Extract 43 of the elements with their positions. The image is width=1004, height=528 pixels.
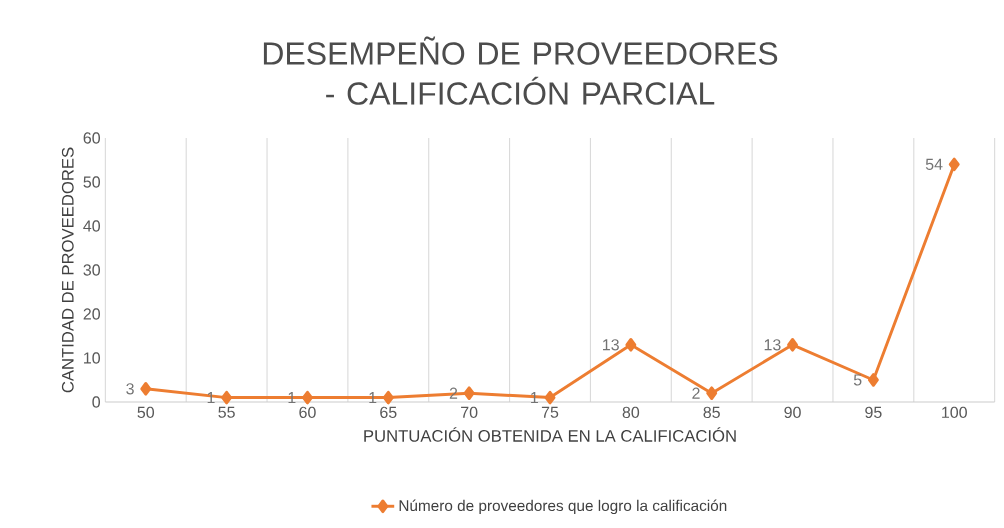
point xyxy=(867,373,879,387)
data-label: 1 xyxy=(369,392,377,404)
point xyxy=(625,337,637,352)
point xyxy=(221,390,233,405)
y-tick-label: 50 xyxy=(83,176,101,188)
data-label: 13 xyxy=(764,339,781,351)
y-axis-title: CANTIDAD DE PROVEEDORES xyxy=(61,147,74,393)
data-label: 1 xyxy=(288,392,296,404)
x-tick-label: 100 xyxy=(942,406,967,419)
y-tick-label: 20 xyxy=(83,308,101,320)
data-label: 13 xyxy=(603,339,619,351)
data-label: 54 xyxy=(925,158,943,170)
y-tick-label: 0 xyxy=(92,396,101,408)
y-tick-label: 10 xyxy=(84,352,101,364)
point xyxy=(301,390,313,405)
chart-title: DESEMPEÑO DE PROVEEDORES - CALIFICACIÓN PARCIAL xyxy=(263,36,778,105)
x-tick-label: 90 xyxy=(784,406,801,419)
x-axis-title: PUNTUACIÓN OBTENIDA EN LA CALIFICACIÓN xyxy=(364,427,736,442)
data-label: 3 xyxy=(126,383,134,395)
data-label: 5 xyxy=(853,374,862,386)
data-label: 2 xyxy=(449,387,458,399)
x-tick-label: 50 xyxy=(137,406,155,419)
x-tick-label: 85 xyxy=(703,406,720,419)
x-tick-label: 95 xyxy=(865,406,882,419)
y-tick-label: 40 xyxy=(83,220,101,232)
x-tick-label: 70 xyxy=(461,406,478,419)
point xyxy=(706,386,718,400)
x-tick-label: 55 xyxy=(218,406,235,418)
y-tick-label: 60 xyxy=(83,132,101,144)
data-label: 1 xyxy=(531,392,538,404)
point xyxy=(787,337,799,352)
point xyxy=(140,381,152,396)
x-tick-label: 75 xyxy=(541,406,559,418)
x-tick-label: 60 xyxy=(299,406,316,419)
x-tick-label: 80 xyxy=(622,406,640,419)
point xyxy=(948,157,960,172)
data-label: 2 xyxy=(692,387,700,399)
point xyxy=(382,390,394,405)
x-tick-label: 65 xyxy=(380,406,397,419)
y-tick-label: 30 xyxy=(83,264,101,276)
point xyxy=(463,386,475,400)
legend-label: Número de proveedores que logro la calificación xyxy=(399,499,727,515)
point xyxy=(544,390,556,405)
